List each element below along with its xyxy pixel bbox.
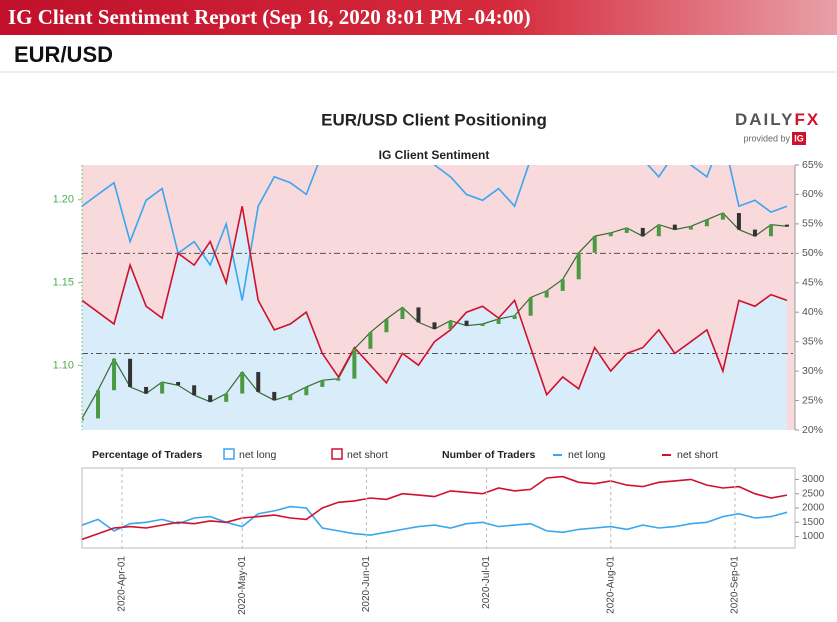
logo-ig-box <box>792 132 806 145</box>
price-candle <box>176 381 181 386</box>
price-candle <box>352 348 357 379</box>
price-candle <box>560 279 565 291</box>
price-candle <box>160 381 165 394</box>
price-candle <box>496 319 501 324</box>
x-tick-label: 2020-Jul-01 <box>481 556 492 609</box>
price-candle <box>656 224 661 237</box>
y2-tick-label: 25% <box>802 394 823 406</box>
y2-tick-label: 20% <box>802 424 823 436</box>
price-candle <box>640 227 645 237</box>
chart-subtitle: IG Client Sentiment <box>379 148 490 162</box>
y2-tick-label: 55% <box>802 218 823 230</box>
y2-tick-label: 60% <box>802 188 823 200</box>
price-candle <box>608 232 613 237</box>
y2-tick-label: 50% <box>802 247 823 259</box>
y2-tick-label: 30% <box>802 365 823 377</box>
price-candle <box>128 358 133 387</box>
y-tick-label: 1.20 <box>53 194 74 206</box>
price-candle <box>272 391 277 401</box>
price-candle <box>704 219 709 227</box>
y2-tick-label: 40% <box>802 306 823 318</box>
main-plot <box>82 165 795 430</box>
pair-label: EUR/USD <box>14 42 114 67</box>
price-candle <box>400 307 405 320</box>
price-candle <box>688 226 693 230</box>
y2-tick-label: 65% <box>802 159 823 171</box>
bottom-plot <box>82 475 788 541</box>
price-candle <box>240 372 245 394</box>
logo-ig: IG <box>794 133 804 143</box>
price-candle <box>672 224 677 230</box>
price-candle <box>624 227 629 233</box>
chart-title: EUR/USD Client Positioning <box>321 110 547 129</box>
header-bar: IG Client Sentiment Report (Sep 16, 2020… <box>0 0 837 35</box>
legend-swatch <box>223 448 235 460</box>
price-candle <box>784 224 789 227</box>
report-title: IG Client Sentiment Report (Sep 16, 2020… <box>8 5 531 29</box>
price-candle <box>576 252 581 280</box>
axes: 1.10 1.15 1.20 20% 25% 30% 35% 40% 45% 50% 55% 60% 6… <box>53 159 825 615</box>
price-candle <box>768 224 773 237</box>
price-candle <box>544 290 549 298</box>
price-candle <box>288 395 293 401</box>
legend-label: net short <box>677 449 718 461</box>
price-candle <box>448 320 453 329</box>
legend-title: Number of Traders <box>442 449 536 461</box>
series-line <box>82 475 788 541</box>
y-tick-label: 1000 <box>802 531 825 542</box>
price-candle <box>384 319 389 333</box>
x-tick-label: 2020-Aug-01 <box>605 556 616 614</box>
y-tick-label: 2000 <box>802 503 825 514</box>
logo-brand: DAILYFX <box>735 110 820 129</box>
legend-label: net long <box>568 449 606 461</box>
price-candle <box>82 418 84 421</box>
logo-daily: DAILY <box>735 110 794 129</box>
price-candle <box>96 390 101 419</box>
y-tick-label: 3000 <box>802 474 825 485</box>
price-candle <box>512 315 517 320</box>
x-tick-label: 2020-Jun-01 <box>361 556 372 613</box>
logo-provided: provided by <box>743 133 790 143</box>
price-candle <box>480 324 485 326</box>
price-candle <box>736 213 741 230</box>
price-candle <box>720 213 725 220</box>
series-line <box>82 505 788 536</box>
price-candle <box>112 358 117 391</box>
price-candle <box>256 372 261 392</box>
x-tick-label: 2020-Sep-01 <box>730 556 741 614</box>
series-line <box>82 212 788 419</box>
series-line <box>82 165 788 301</box>
price-candle <box>752 229 757 237</box>
price-candle <box>432 322 437 329</box>
legend-label: net short <box>347 449 388 461</box>
x-tick-label: 2020-Apr-01 <box>117 556 128 612</box>
price-candle <box>208 395 213 402</box>
y2-tick-label: 35% <box>802 335 823 347</box>
legend-label: net long <box>239 449 277 461</box>
price-candle <box>592 236 597 253</box>
x-tick-label: 2020-May-01 <box>237 556 248 615</box>
price-candle <box>304 386 309 396</box>
price-candle <box>336 378 341 381</box>
legend-swatch <box>331 448 343 460</box>
price-candle <box>224 393 229 402</box>
y-tick-label: 1.10 <box>53 359 74 371</box>
price-candle <box>416 307 421 323</box>
y2-tick-label: 45% <box>802 277 823 289</box>
price-candle <box>464 320 469 326</box>
price-candle <box>320 380 325 387</box>
y-tick-label: 2500 <box>802 488 825 499</box>
logo-fx: FX <box>794 110 820 129</box>
y-tick-label: 1.15 <box>53 277 74 289</box>
price-candle <box>192 385 197 396</box>
price-candle <box>368 332 373 349</box>
price-candle <box>144 386 149 394</box>
price-candle <box>528 297 533 316</box>
y-tick-label: 1500 <box>802 517 825 528</box>
series-line <box>82 206 788 397</box>
legend-title: Percentage of Traders <box>92 449 202 461</box>
